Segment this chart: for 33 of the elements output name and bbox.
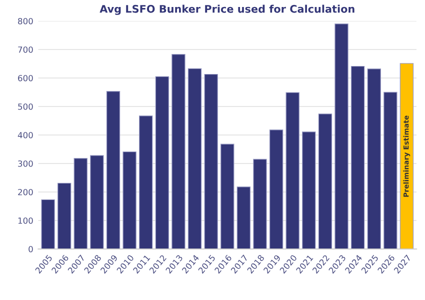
- y-tick-label: 600: [18, 74, 33, 82]
- y-tick-label: 700: [18, 46, 33, 53]
- bar: [74, 158, 88, 249]
- bar: [367, 68, 381, 249]
- bar: [286, 92, 300, 249]
- bar: [318, 114, 332, 249]
- y-tick-label: 400: [18, 132, 33, 138]
- bar: [155, 76, 170, 249]
- bar: [204, 74, 218, 249]
- bar: [106, 91, 120, 249]
- bar: [188, 68, 202, 249]
- bar: [57, 182, 72, 249]
- bar: [236, 186, 251, 249]
- chart-title: Avg LSFO Bunker Price used for Calculation: [100, 4, 354, 15]
- bar: [302, 132, 316, 249]
- y-tick-label: 800: [18, 18, 33, 24]
- bar: [269, 130, 284, 249]
- y-tick-label: 500: [18, 103, 33, 110]
- bar: [253, 158, 267, 249]
- bar: [350, 66, 365, 249]
- y-tick-label: 0: [28, 246, 33, 252]
- bar: [172, 54, 186, 249]
- bar: [90, 155, 104, 249]
- bar: [384, 92, 398, 249]
- bar: [122, 151, 136, 249]
- y-tick-label: 200: [18, 188, 33, 196]
- bar: [41, 199, 55, 249]
- y-tick-label: 300: [18, 160, 33, 167]
- bar: [334, 24, 348, 249]
- bar: [220, 144, 234, 249]
- y-tick-label: 100: [18, 217, 33, 224]
- bar: [400, 63, 414, 249]
- bar: [138, 116, 153, 249]
